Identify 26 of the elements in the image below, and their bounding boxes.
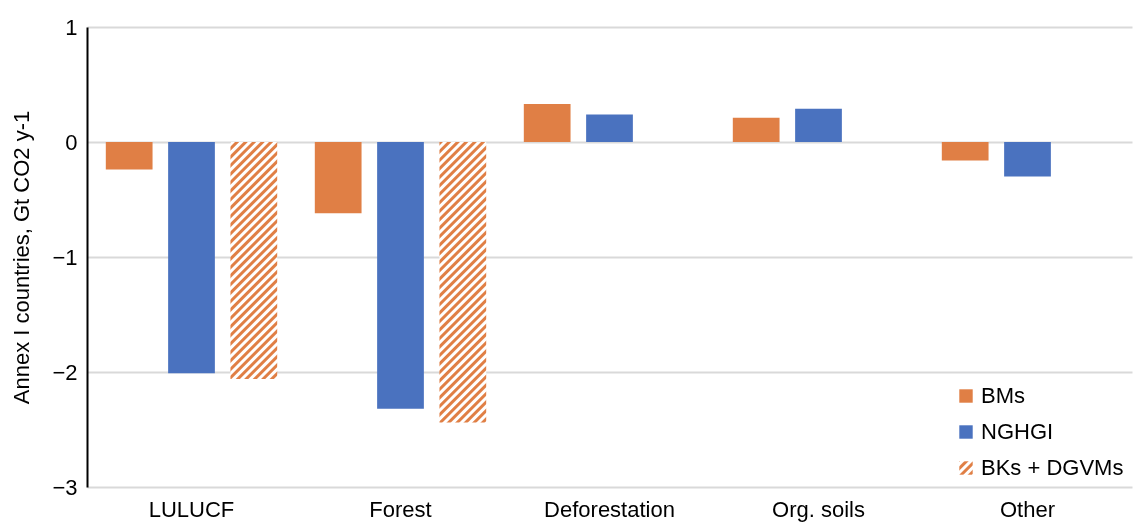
legend-label: NGHGI (981, 419, 1054, 444)
x-tick-label: Org. soils (772, 496, 865, 522)
bar (377, 142, 424, 409)
bar (314, 142, 362, 214)
y-tick-label: 1 (65, 14, 78, 40)
legend-label: BMs (981, 383, 1025, 408)
bar (168, 142, 215, 374)
x-tick-label: Forest (369, 496, 432, 522)
bar (523, 104, 571, 142)
bar (1004, 142, 1051, 177)
y-axis-title: Annex I countries, Gt CO2 y-1 (9, 110, 35, 405)
y-tick-label: −1 (52, 244, 78, 270)
y-tick-label: −3 (52, 474, 78, 500)
bar (105, 142, 153, 170)
x-tick-label: LULUCF (148, 496, 235, 522)
y-tick-label: −2 (52, 359, 78, 385)
y-tick-label: 0 (65, 129, 78, 155)
x-tick-label: Other (999, 496, 1056, 522)
bar (795, 108, 842, 142)
bar (586, 114, 633, 142)
bar (941, 142, 989, 161)
legend-label: BKs + DGVMs (981, 455, 1124, 480)
bar (732, 117, 780, 142)
bar (230, 142, 278, 379)
bar (439, 142, 487, 423)
x-tick-label: Deforestation (544, 496, 675, 522)
